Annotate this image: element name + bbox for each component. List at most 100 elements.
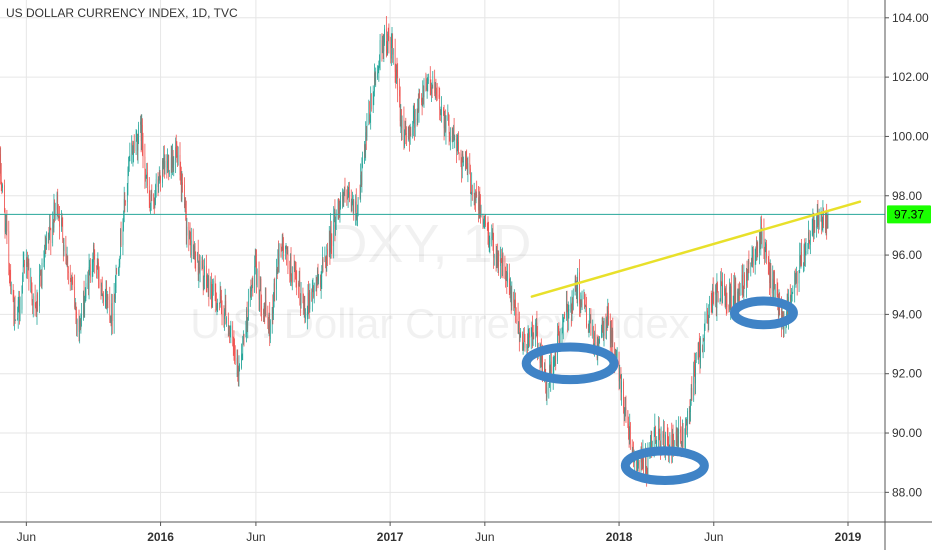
- candle: [807, 243, 809, 255]
- candle: [111, 294, 113, 335]
- candle: [421, 93, 422, 106]
- candle: [452, 127, 454, 150]
- x-tick-label: Jun: [475, 530, 494, 544]
- candle: [360, 171, 362, 187]
- candle: [252, 275, 254, 297]
- candle: [607, 302, 609, 326]
- candle: [480, 194, 481, 224]
- candle: [606, 316, 607, 340]
- candle: [628, 426, 630, 448]
- candle: [603, 317, 605, 347]
- candle: [347, 185, 348, 200]
- candle: [19, 290, 20, 325]
- candle: [568, 304, 570, 319]
- candle: [703, 337, 705, 342]
- candle: [57, 188, 59, 217]
- candle: [9, 269, 11, 287]
- candle: [185, 200, 187, 245]
- candle: [171, 145, 173, 173]
- candle: [579, 259, 580, 317]
- candle: [392, 48, 394, 65]
- candle: [27, 254, 29, 271]
- candle: [185, 197, 187, 221]
- candle: [325, 255, 327, 277]
- candle: [473, 182, 475, 206]
- candle: [337, 198, 339, 220]
- candle: [808, 220, 809, 250]
- candle: [365, 125, 367, 150]
- candle: [194, 243, 196, 269]
- candle: [708, 304, 710, 331]
- candle: [291, 273, 293, 287]
- candle: [396, 57, 398, 79]
- candle: [287, 246, 289, 275]
- candle: [115, 275, 116, 303]
- candle: [566, 290, 568, 313]
- x-tick-label: 2019: [835, 530, 862, 544]
- candle: [769, 259, 771, 289]
- candle: [800, 242, 802, 269]
- candle: [141, 114, 143, 151]
- candle: [118, 258, 120, 276]
- candle: [456, 134, 458, 164]
- candle: [294, 260, 296, 273]
- candle: [589, 314, 591, 324]
- candle: [320, 274, 321, 292]
- candle: [489, 232, 491, 254]
- highlight-ellipse-2: [620, 446, 709, 485]
- candle: [92, 252, 94, 277]
- candle: [159, 170, 161, 181]
- candle: [46, 231, 47, 250]
- candle: [372, 85, 374, 114]
- candle: [67, 255, 69, 280]
- candle: [558, 322, 560, 346]
- candle: [418, 88, 420, 123]
- candle: [453, 124, 454, 142]
- candle: [509, 278, 511, 299]
- candle: [343, 186, 345, 197]
- candle: [247, 288, 249, 321]
- candle: [392, 33, 394, 63]
- candle: [340, 192, 341, 210]
- candle: [361, 157, 363, 193]
- candle: [66, 246, 68, 268]
- candle: [422, 85, 424, 105]
- candle: [70, 277, 72, 282]
- x-tick-label: Jun: [246, 530, 265, 544]
- candle: [618, 351, 620, 391]
- candle: [475, 189, 476, 212]
- candle: [391, 27, 393, 49]
- candle: [201, 256, 203, 271]
- candle: [628, 416, 629, 440]
- candle: [522, 342, 524, 355]
- candle: [465, 150, 467, 170]
- candle: [474, 192, 476, 210]
- candle: [54, 202, 56, 221]
- candle: [404, 120, 406, 136]
- candle: [57, 204, 59, 222]
- candle: [170, 145, 172, 179]
- candle: [136, 133, 138, 161]
- candle: [574, 275, 576, 296]
- candle: [518, 321, 520, 335]
- candle: [313, 282, 315, 304]
- candle: [299, 267, 301, 306]
- candle: [739, 282, 741, 296]
- candle: [32, 299, 34, 315]
- candle: [220, 286, 222, 304]
- candle: [153, 193, 155, 210]
- candle: [409, 123, 411, 145]
- candle: [268, 312, 270, 337]
- candle: [282, 232, 284, 251]
- candle: [422, 80, 424, 107]
- candle: [506, 263, 508, 294]
- candle: [352, 191, 353, 206]
- candle: [794, 268, 796, 285]
- candle: [706, 303, 708, 324]
- candle: [808, 229, 810, 244]
- candle: [251, 277, 253, 289]
- trendline[interactable]: [530, 200, 862, 298]
- candle: [308, 289, 310, 319]
- candle: [533, 324, 535, 340]
